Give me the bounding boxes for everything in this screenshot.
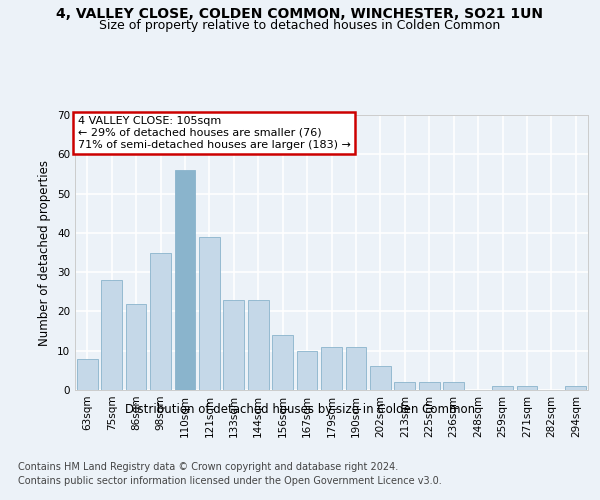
- Bar: [125, 304, 146, 390]
- Bar: [565, 386, 586, 390]
- Text: Contains HM Land Registry data © Crown copyright and database right 2024.: Contains HM Land Registry data © Crown c…: [18, 462, 398, 472]
- Text: Contains public sector information licensed under the Open Government Licence v3: Contains public sector information licen…: [18, 476, 442, 486]
- Bar: [199, 237, 220, 390]
- Bar: [223, 300, 244, 390]
- Bar: [394, 382, 415, 390]
- Bar: [175, 170, 196, 390]
- Bar: [150, 252, 171, 390]
- Text: 4 VALLEY CLOSE: 105sqm
← 29% of detached houses are smaller (76)
71% of semi-det: 4 VALLEY CLOSE: 105sqm ← 29% of detached…: [77, 116, 350, 150]
- Bar: [248, 300, 269, 390]
- Bar: [492, 386, 513, 390]
- Text: Distribution of detached houses by size in Colden Common: Distribution of detached houses by size …: [125, 402, 475, 415]
- Bar: [272, 335, 293, 390]
- Bar: [77, 358, 98, 390]
- Bar: [321, 347, 342, 390]
- Text: Size of property relative to detached houses in Colden Common: Size of property relative to detached ho…: [100, 18, 500, 32]
- Bar: [296, 350, 317, 390]
- Bar: [419, 382, 440, 390]
- Bar: [346, 347, 367, 390]
- Bar: [443, 382, 464, 390]
- Bar: [101, 280, 122, 390]
- Text: 4, VALLEY CLOSE, COLDEN COMMON, WINCHESTER, SO21 1UN: 4, VALLEY CLOSE, COLDEN COMMON, WINCHEST…: [56, 8, 544, 22]
- Bar: [517, 386, 538, 390]
- Y-axis label: Number of detached properties: Number of detached properties: [38, 160, 52, 346]
- Bar: [370, 366, 391, 390]
